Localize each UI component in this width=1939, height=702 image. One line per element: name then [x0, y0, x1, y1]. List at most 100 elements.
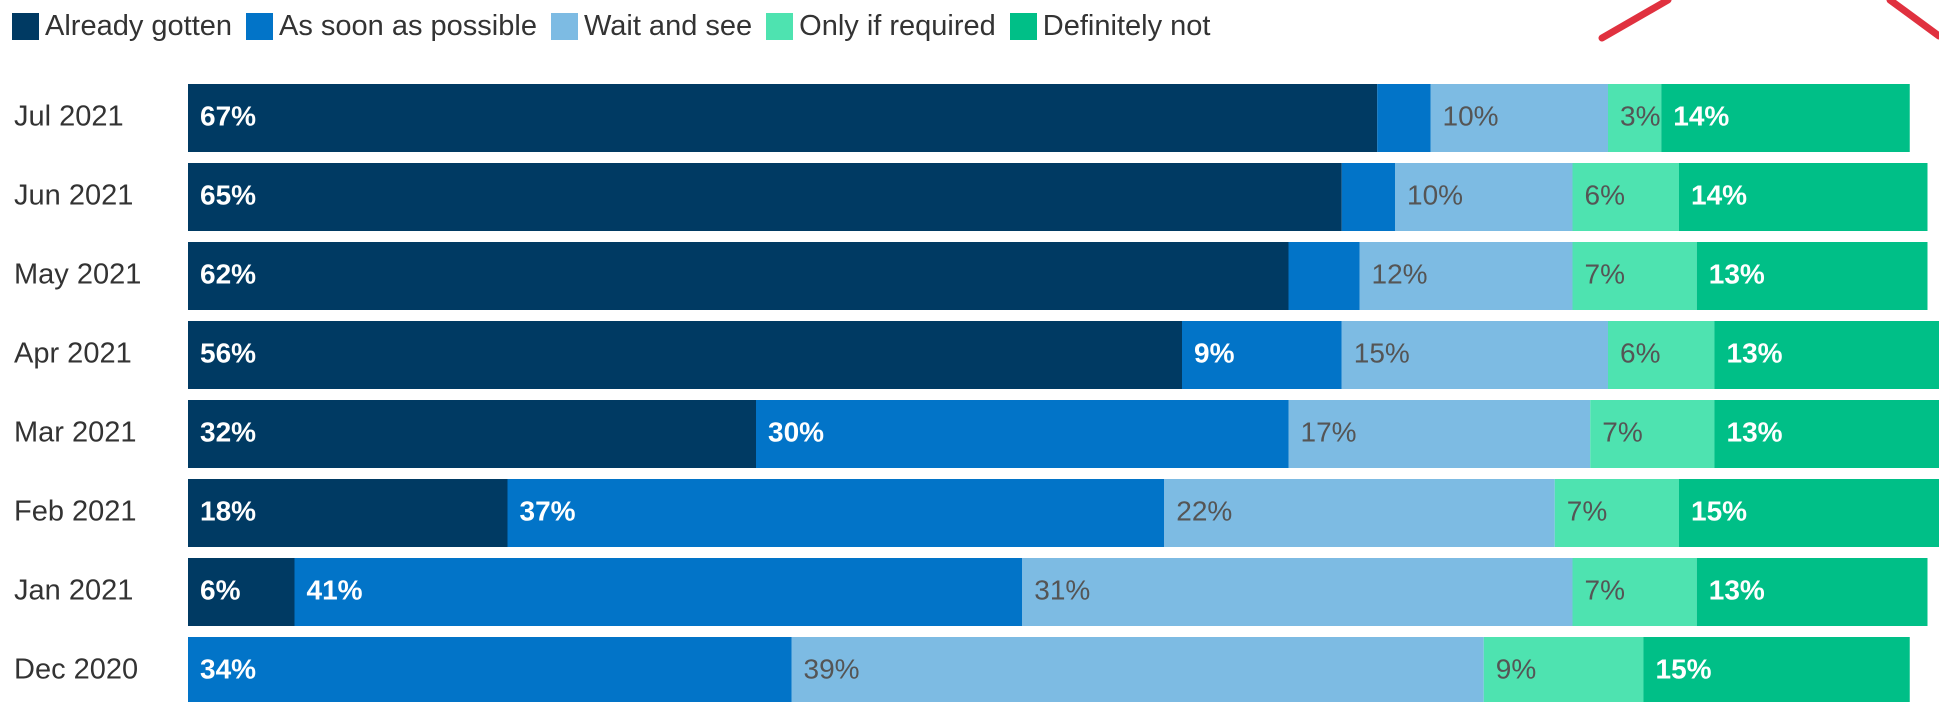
data-label: 6% [1585, 179, 1625, 210]
bar-segment [1395, 163, 1573, 231]
category-labels: Jul 2021 Jun 2021 May 2021 Apr 2021 Mar 2021… [14, 101, 141, 686]
data-label: 31% [1034, 574, 1090, 605]
legend-item: Only if required [766, 10, 996, 43]
bar-segment [1696, 242, 1928, 310]
legend-swatch [12, 12, 39, 40]
bar-segment [1679, 163, 1928, 231]
data-label: 9% [1194, 337, 1235, 368]
data-label: 15% [1691, 495, 1747, 526]
legend-swatch [550, 12, 578, 40]
bar-segment [1643, 637, 1910, 702]
data-label: 34% [200, 653, 256, 684]
bar-segment [294, 558, 1023, 626]
bar-segment [507, 479, 1165, 547]
data-label: 56% [200, 337, 256, 368]
bar-segment [1377, 84, 1431, 152]
bar-segment [1288, 400, 1591, 468]
data-label: 3% [1620, 100, 1660, 131]
data-label: 14% [1673, 100, 1729, 131]
legend-item: Already gotten [12, 10, 232, 43]
data-label: 65% [200, 179, 256, 210]
bar-segment [1679, 479, 1939, 547]
legend-label: Already gotten [45, 9, 233, 42]
bar-segment [1714, 321, 1939, 389]
category-label: Jun 2021 [14, 180, 133, 212]
bar-segment [188, 242, 1289, 310]
data-label: 7% [1567, 495, 1607, 526]
data-label: 7% [1602, 416, 1642, 447]
legend-item: Definitely not [1009, 9, 1211, 43]
bar-segment [1608, 321, 1715, 389]
data-label: 39% [804, 653, 860, 684]
data-label: 15% [1354, 337, 1410, 368]
bar-segment [1182, 321, 1342, 389]
data-label: 22% [1176, 495, 1232, 526]
bar-segment [1430, 84, 1608, 152]
bar-segment [1022, 558, 1573, 626]
data-label: 17% [1301, 416, 1357, 447]
bar-segment [1483, 637, 1644, 702]
bar-segment [188, 637, 792, 702]
data-label: 13% [1709, 574, 1765, 605]
legend-label: Definitely not [1042, 9, 1211, 42]
bar-segment [188, 558, 295, 626]
bar-segment [1696, 558, 1928, 626]
data-label: 13% [1727, 337, 1783, 368]
annotation-arrow-stroke [1598, 0, 1672, 42]
category-label: Mar 2021 [14, 417, 137, 449]
data-label: 12% [1372, 258, 1428, 289]
data-label: 6% [1620, 337, 1660, 368]
data-label: 13% [1727, 416, 1783, 447]
chart-legend: Already gotten As soon as possible Wait an… [12, 6, 1224, 46]
legend-swatch [246, 12, 274, 40]
bar-segment [1359, 242, 1573, 310]
data-label: 7% [1585, 574, 1625, 605]
bar-segment [1608, 84, 1662, 152]
legend-label: Wait and see [583, 9, 753, 42]
category-label: Apr 2021 [14, 338, 132, 370]
data-label: 10% [1443, 100, 1499, 131]
bar-segment [1164, 479, 1555, 547]
bar-segment [1572, 242, 1697, 310]
bar-segment [188, 321, 1182, 389]
bar-segment [1572, 558, 1697, 626]
legend-label: Only if required [799, 9, 996, 42]
category-label: Dec 2020 [14, 654, 138, 686]
bar-segment [1572, 163, 1679, 231]
bar-segment [1714, 400, 1939, 468]
category-label: May 2021 [14, 259, 141, 291]
bar-segment [1661, 84, 1910, 152]
data-label: 32% [200, 416, 256, 447]
bar-segment [1341, 321, 1608, 389]
bar-segment [1288, 242, 1360, 310]
bar-segment [188, 84, 1378, 152]
data-label: 30% [768, 416, 824, 447]
data-label: 67% [200, 100, 256, 131]
data-label: 7% [1585, 258, 1625, 289]
labels-layer: 67% 10% 3% 14% 65% 10% 6% 14% 62% 12% 7% 13% 56% 9% 15… [200, 100, 1783, 684]
legend-label: As soon as possible [279, 9, 537, 42]
bar-segment [1554, 479, 1679, 547]
data-label: 41% [307, 574, 363, 605]
annotation-arrows [1598, 0, 1939, 42]
bars-layer [188, 84, 1939, 702]
category-label: Jan 2021 [14, 575, 133, 607]
bar-segment [188, 479, 508, 547]
bar-segment [188, 400, 756, 468]
legend-item: Wait and see [550, 9, 753, 43]
annotation-arrow-stroke [1886, 0, 1939, 40]
data-label: 10% [1407, 179, 1463, 210]
category-label: Jul 2021 [14, 101, 124, 133]
legend-swatch [1009, 12, 1037, 40]
bar-segment [756, 400, 1289, 468]
bar-segment [188, 163, 1342, 231]
bar-segment [1341, 163, 1395, 231]
bar-segment [1590, 400, 1715, 468]
category-label: Feb 2021 [14, 496, 137, 528]
bar-segment [791, 637, 1484, 702]
data-label: 37% [520, 495, 576, 526]
data-label: 62% [200, 258, 256, 289]
data-label: 15% [1656, 653, 1712, 684]
data-label: 9% [1496, 653, 1536, 684]
data-label: 13% [1709, 258, 1765, 289]
